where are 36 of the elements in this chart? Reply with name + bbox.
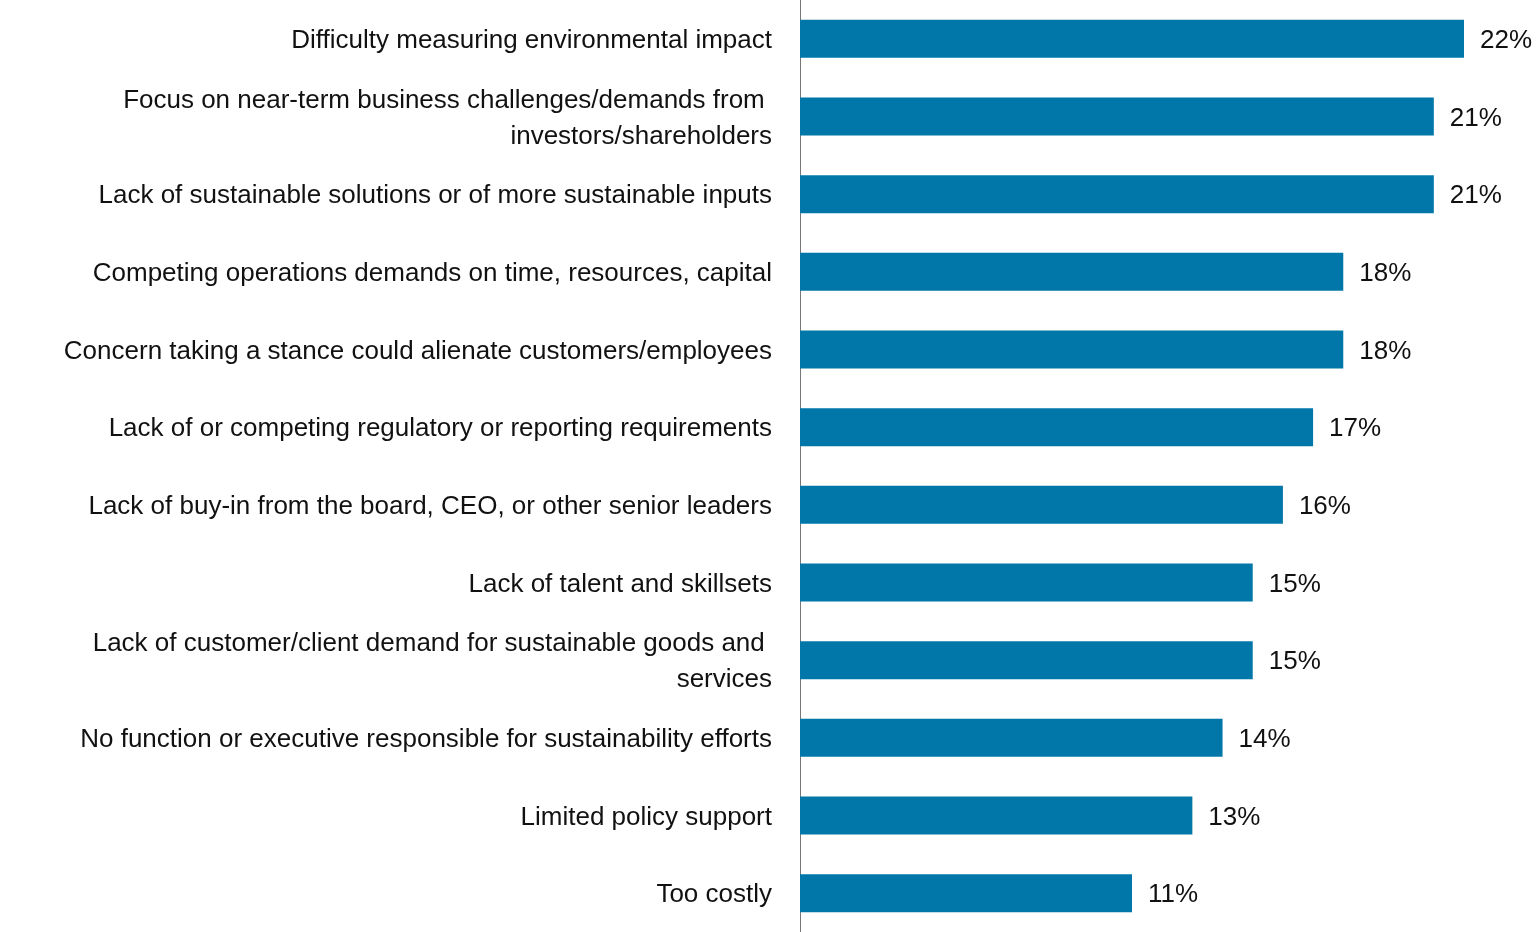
data-label: 18% [1359, 256, 1412, 287]
bar [800, 330, 1344, 369]
y-tick-label: Limited policy support [520, 800, 773, 831]
data-label: 22% [1480, 23, 1533, 54]
y-tick-label: Competing operations demands on time, resources, capital [92, 256, 772, 287]
bar [800, 19, 1464, 58]
y-tick-label: Lack of or competing regulatory or reporting requirements [108, 412, 772, 443]
data-label: 11% [1148, 878, 1199, 909]
y-tick-label: Lack of talent and skillsets [468, 567, 772, 598]
bar [800, 408, 1314, 447]
bar [800, 874, 1132, 913]
bar [800, 97, 1434, 136]
bar [800, 175, 1434, 214]
data-label: 21% [1449, 179, 1502, 210]
bar [800, 796, 1193, 835]
data-label: 15% [1268, 645, 1321, 676]
y-tick-label: Concern taking a stance could alienate customers/employees [63, 334, 772, 365]
data-label: 13% [1208, 800, 1261, 831]
y-tick-label: No function or executive responsible for sustainability efforts [80, 722, 772, 753]
data-label: 18% [1359, 334, 1412, 365]
bar [800, 641, 1253, 680]
data-label: 21% [1449, 101, 1502, 132]
bar [800, 563, 1253, 602]
data-label: 16% [1298, 489, 1351, 520]
bar [800, 718, 1223, 757]
bar [800, 485, 1283, 524]
y-tick-label: Difficulty measuring environmental impact [291, 23, 773, 54]
data-label: 14% [1238, 722, 1291, 753]
data-label: 17% [1329, 412, 1382, 443]
data-label: 15% [1268, 567, 1321, 598]
bar [800, 252, 1344, 291]
y-tick-label: Too costly [656, 878, 772, 909]
y-tick-label: Focus on near-term business challenges/demands from investors/shareholders [123, 83, 772, 150]
y-tick-label: Lack of sustainable solutions or of more sustainable inputs [98, 179, 772, 210]
y-tick-label: Lack of customer/client demand for sustainable goods and services [92, 627, 772, 694]
y-tick-label: Lack of buy-in from the board, CEO, or other senior leaders [88, 489, 772, 520]
